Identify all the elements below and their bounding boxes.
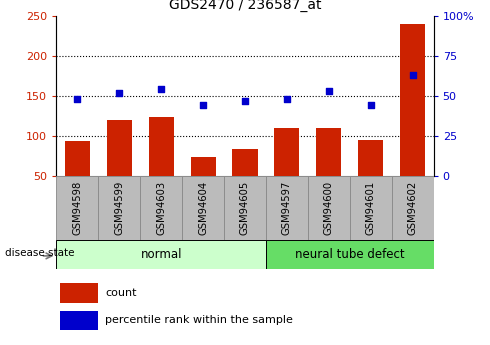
Bar xyxy=(60,283,98,303)
Bar xyxy=(191,157,216,216)
Text: GSM94601: GSM94601 xyxy=(366,181,376,235)
FancyBboxPatch shape xyxy=(308,176,350,240)
Text: GSM94605: GSM94605 xyxy=(240,181,250,235)
Text: GSM94600: GSM94600 xyxy=(324,181,334,235)
FancyBboxPatch shape xyxy=(266,176,308,240)
FancyBboxPatch shape xyxy=(56,176,98,240)
Bar xyxy=(266,240,434,269)
Point xyxy=(283,96,291,102)
Bar xyxy=(148,117,174,216)
FancyBboxPatch shape xyxy=(392,176,434,240)
FancyBboxPatch shape xyxy=(224,176,266,240)
Bar xyxy=(274,128,299,216)
Point xyxy=(74,96,81,102)
Point xyxy=(199,102,207,108)
Point xyxy=(157,87,165,92)
Point xyxy=(409,72,416,78)
Text: GSM94597: GSM94597 xyxy=(282,181,292,235)
Bar xyxy=(232,149,258,216)
Bar xyxy=(107,120,132,216)
Text: GSM94603: GSM94603 xyxy=(156,181,166,235)
Text: neural tube defect: neural tube defect xyxy=(295,248,405,261)
Text: GSM94598: GSM94598 xyxy=(73,181,82,235)
FancyBboxPatch shape xyxy=(182,176,224,240)
Bar xyxy=(65,141,90,216)
Text: normal: normal xyxy=(141,248,182,261)
Point xyxy=(367,102,375,108)
Point xyxy=(241,98,249,103)
Bar xyxy=(400,23,425,216)
Title: GDS2470 / 236587_at: GDS2470 / 236587_at xyxy=(169,0,321,12)
Bar xyxy=(358,140,383,216)
Bar xyxy=(316,128,342,216)
FancyBboxPatch shape xyxy=(140,176,182,240)
FancyBboxPatch shape xyxy=(350,176,392,240)
Text: count: count xyxy=(105,288,137,298)
Bar xyxy=(60,311,98,330)
Bar xyxy=(56,240,266,269)
Text: GSM94604: GSM94604 xyxy=(198,181,208,235)
Point xyxy=(325,88,333,94)
Text: GSM94602: GSM94602 xyxy=(408,181,417,235)
Text: percentile rank within the sample: percentile rank within the sample xyxy=(105,315,294,325)
Text: disease state: disease state xyxy=(5,248,74,258)
FancyBboxPatch shape xyxy=(98,176,140,240)
Text: GSM94599: GSM94599 xyxy=(114,181,124,235)
Point xyxy=(115,90,123,95)
